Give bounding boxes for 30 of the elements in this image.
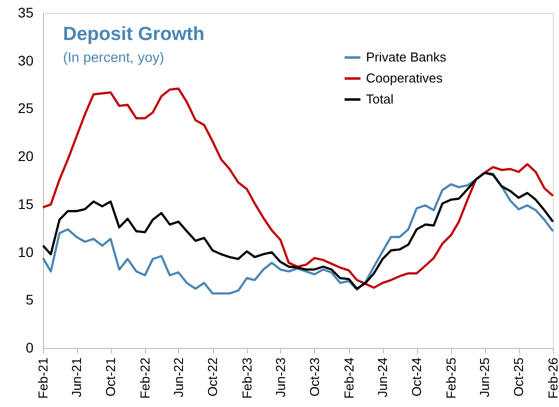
x-tick-label: Feb-26 <box>546 358 559 399</box>
legend-label: Total <box>366 92 394 106</box>
x-tick-label: Oct-22 <box>205 358 220 397</box>
x-tick-label: Jun-24 <box>375 358 390 398</box>
x-tick-label: Jun-25 <box>477 358 492 398</box>
x-tick-label: Feb-21 <box>36 358 50 399</box>
x-tick-label: Feb-24 <box>341 358 356 399</box>
x-tick-label: Oct-23 <box>306 358 322 397</box>
x-tick-label: Jun-22 <box>170 358 186 398</box>
y-tick-label: 20 <box>18 148 34 164</box>
legend-label: Cooperatives <box>366 70 444 86</box>
y-tick-label: 30 <box>18 52 34 68</box>
x-tick-label: Jun-23 <box>272 358 288 398</box>
y-tick-label: 0 <box>26 340 34 356</box>
text: (In percent, yoy) <box>63 49 164 65</box>
x-tick-label: Feb-23 <box>239 358 254 399</box>
y-tick-label: 10 <box>18 244 34 260</box>
x-tick-label: Feb-25 <box>444 358 459 399</box>
x-tick-label: Oct-21 <box>103 358 118 397</box>
y-tick-label: 15 <box>18 196 34 212</box>
x-tick-label: Jun-21 <box>69 358 84 398</box>
line-series <box>42 88 554 289</box>
y-tick-label: 5 <box>26 292 34 308</box>
text: Deposit Growth <box>63 24 204 45</box>
x-tick-label: Oct-25 <box>511 358 526 397</box>
y-tick-label: 35 <box>18 4 34 20</box>
x-tick-label: Oct-24 <box>409 358 424 397</box>
x-tick-label: Feb-22 <box>137 358 152 399</box>
y-tick-label: 25 <box>18 100 34 116</box>
legend-label: Private Banks <box>366 50 447 64</box>
